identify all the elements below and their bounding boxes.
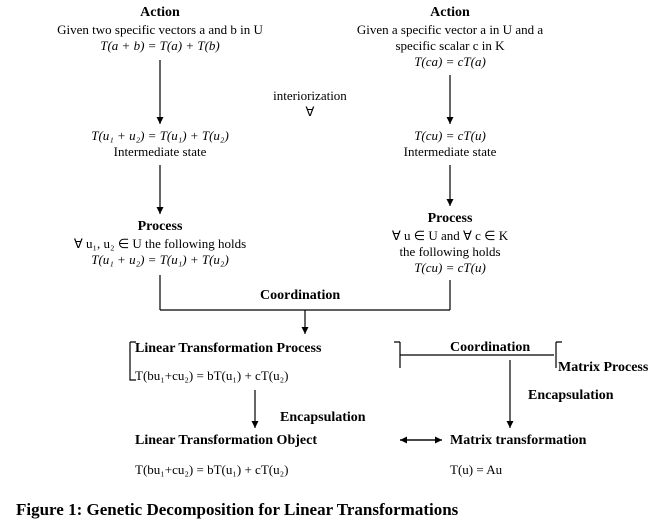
diagram-arrows (0, 0, 672, 532)
